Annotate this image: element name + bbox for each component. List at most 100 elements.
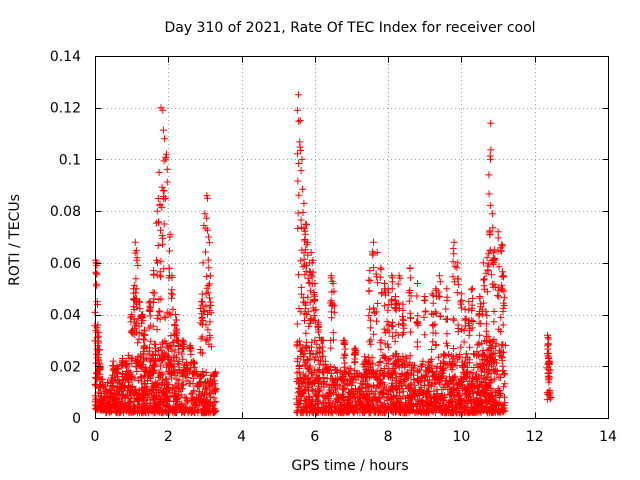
data-point [391,370,399,378]
x-tick-label: 10 [453,429,471,445]
data-point [487,155,494,163]
data-point [143,394,151,402]
data-point [487,369,495,377]
data-point [489,366,497,374]
data-point [350,359,358,367]
data-point [315,368,323,376]
data-point [415,378,423,386]
data-point [372,308,380,316]
data-point [203,273,211,281]
y-tick-label: 0.14 [50,49,81,65]
data-point [460,362,468,370]
data-point [414,368,422,376]
data-point [173,330,180,338]
data-point [334,375,342,383]
data-point [546,359,554,367]
data-point [152,340,160,348]
y-axis-label: ROTI / TECUs [7,194,23,286]
data-point [389,332,397,340]
data-point [203,214,211,222]
data-point [477,400,485,408]
data-point [394,386,402,394]
data-point [96,381,103,389]
data-point [199,382,207,390]
data-point [482,269,490,277]
data-point [365,276,373,284]
data-point [150,382,158,390]
data-point [366,338,373,346]
data-point [111,390,119,398]
data-point [121,394,129,402]
data-point [392,405,400,413]
data-point [306,298,314,306]
data-point [136,305,144,312]
data-point [385,356,393,364]
data-point [462,315,470,323]
data-point [133,256,141,264]
data-point [328,314,336,322]
data-point [431,308,439,316]
data-point [380,400,388,408]
data-point [314,357,322,364]
data-point [168,291,176,299]
data-point [406,359,414,367]
data-point [448,376,456,384]
data-point [312,371,320,379]
data-point [173,375,181,383]
data-point [390,393,398,401]
data-point [103,378,111,386]
data-point [364,381,372,389]
data-point [545,378,553,386]
data-point [165,310,173,318]
plot-frame [95,56,609,419]
data-point [164,384,172,392]
data-point [377,401,385,409]
data-point [545,353,553,361]
data-point [124,382,132,390]
data-point [315,324,322,332]
data-point [183,405,191,413]
data-point [452,352,460,360]
data-point [445,399,452,407]
data-point [468,324,476,332]
data-point [490,259,498,267]
data-point [175,360,183,368]
data-point [203,377,211,385]
data-point [160,195,168,203]
data-point [299,263,307,271]
data-point [109,382,117,390]
data-point [295,160,303,167]
y-tick-label: 0.12 [50,101,81,117]
data-point [164,401,172,409]
data-point [406,352,414,360]
data-point [378,290,386,298]
data-point [131,249,139,257]
data-point [193,396,200,404]
data-point [450,409,458,417]
data-point [179,371,187,379]
data-point [413,318,421,326]
data-point [167,289,175,297]
data-point [483,357,491,364]
data-point [414,375,421,382]
data-point [166,393,174,401]
data-point [406,265,414,272]
data-point [445,404,453,411]
data-point [336,399,344,407]
data-point [462,350,470,358]
data-point [454,259,462,267]
data-point [304,274,312,282]
data-point [367,406,375,414]
data-point [430,397,438,405]
data-point [305,383,313,391]
data-point [92,282,100,290]
data-point [371,394,379,402]
data-point [301,373,309,381]
data-point [155,373,163,381]
data-point [295,403,303,411]
data-point [422,401,430,409]
data-point [370,304,378,312]
data-point [484,333,492,341]
data-point [293,399,301,407]
data-point [484,373,492,381]
